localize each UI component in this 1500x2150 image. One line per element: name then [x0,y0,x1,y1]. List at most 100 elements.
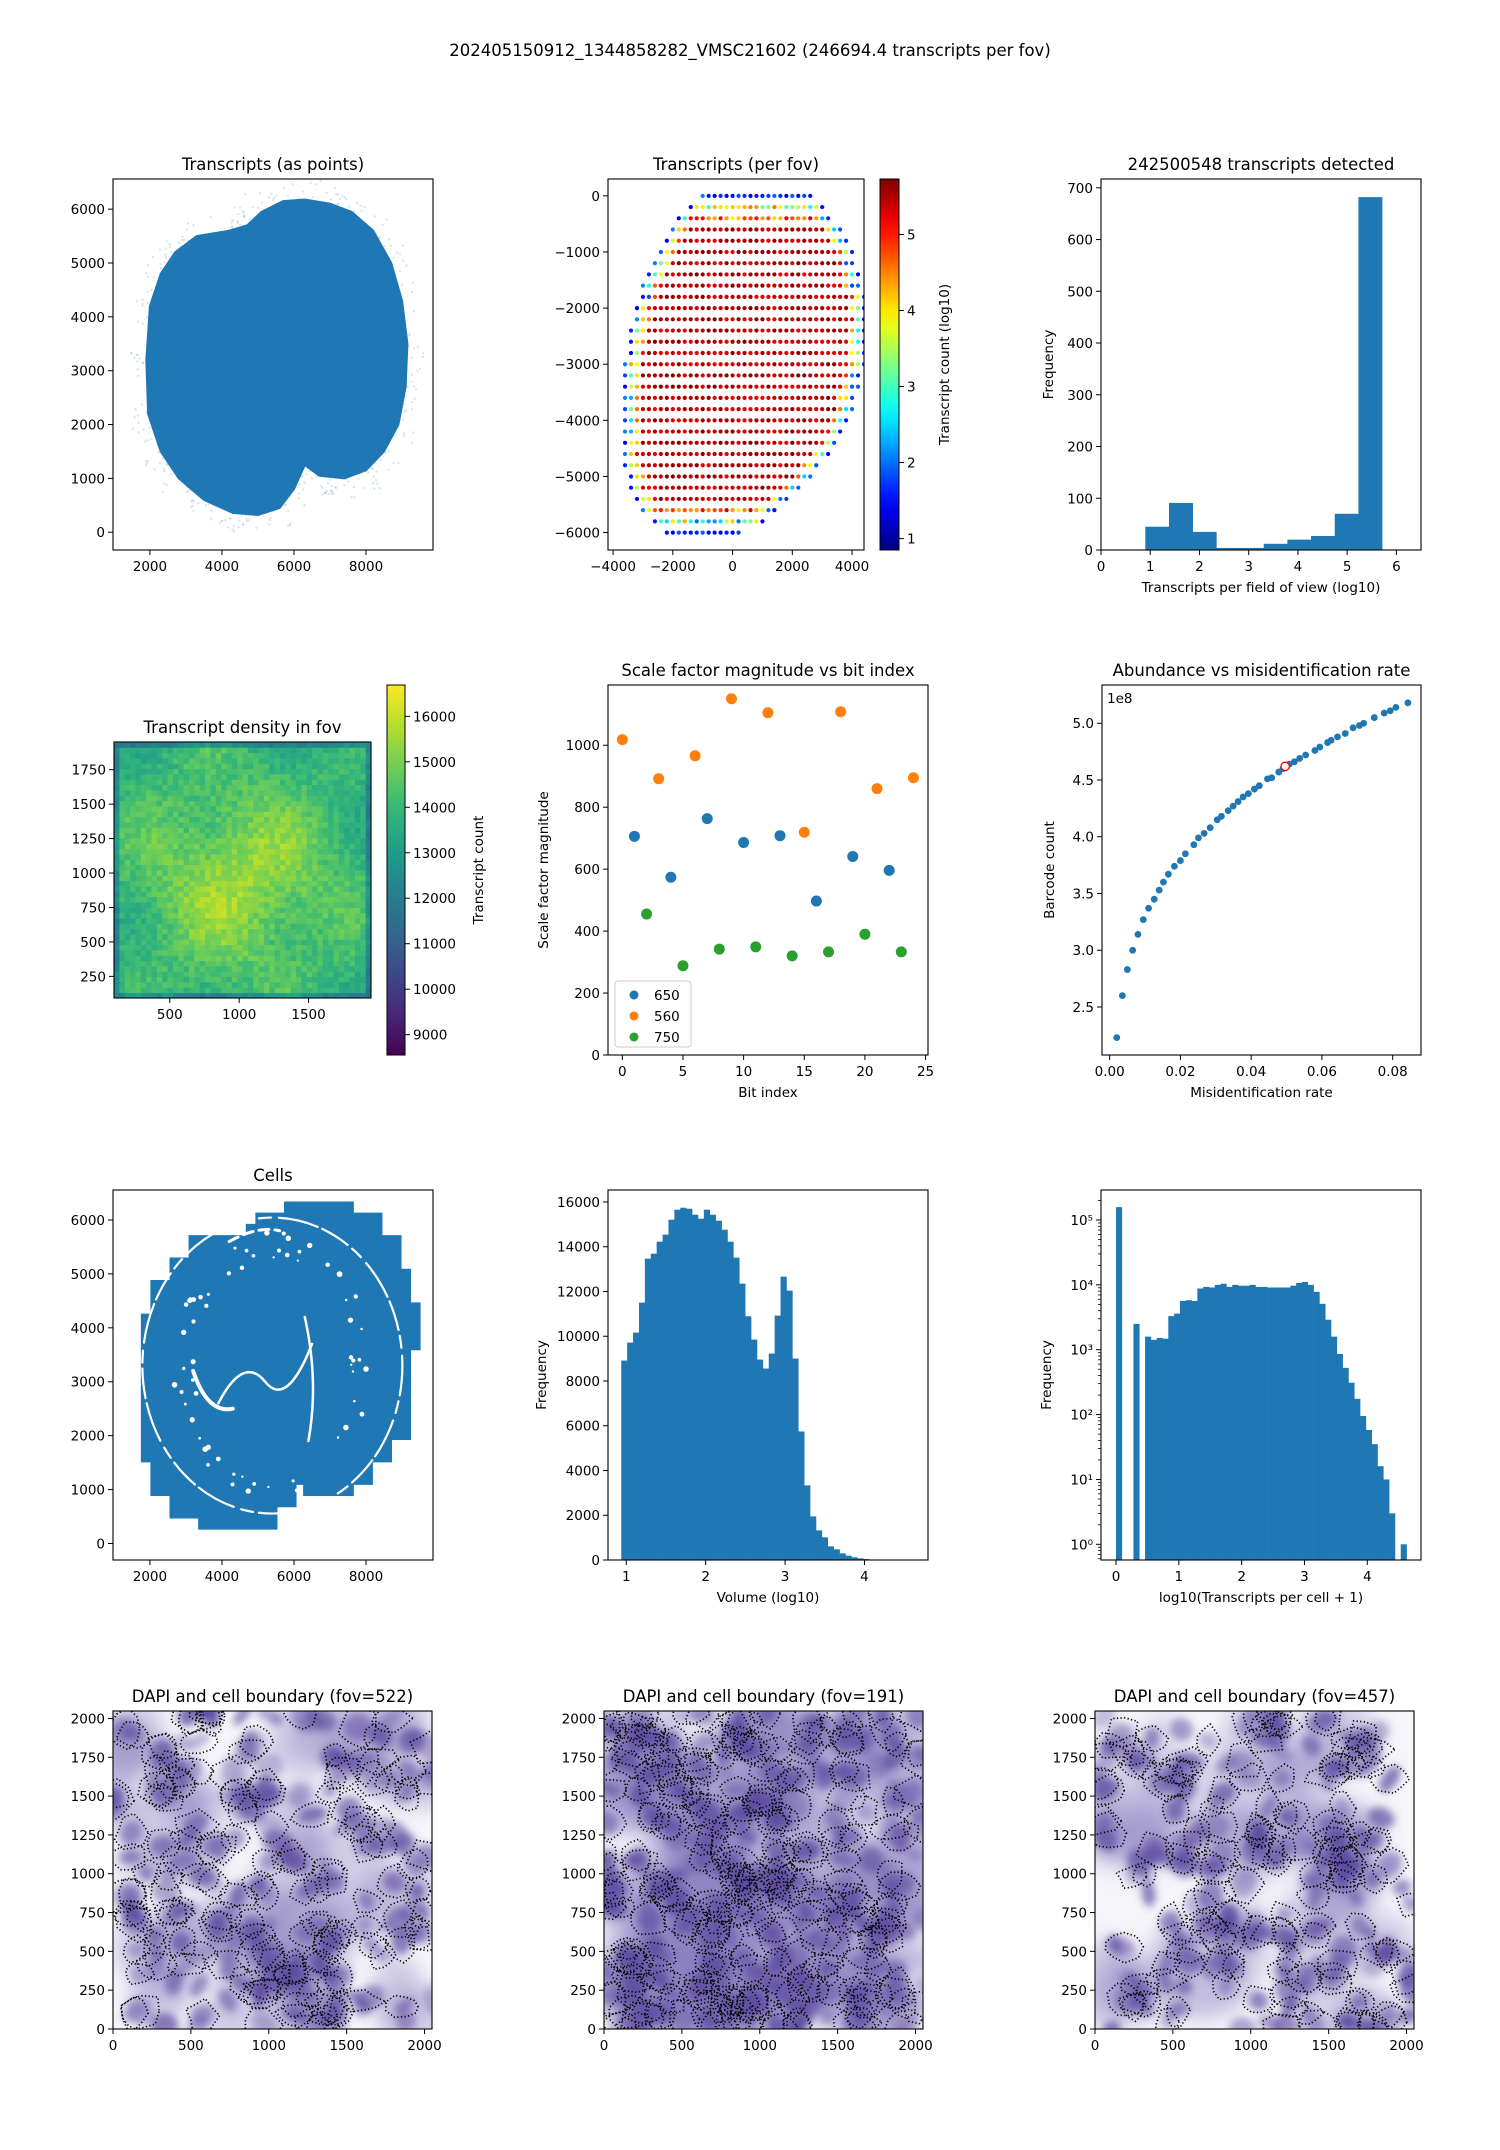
heatmap-cell [130,854,136,860]
heatmap-cell [130,891,136,898]
fov-point [814,407,819,412]
heatmap-cell [338,768,345,775]
fov-point [634,317,640,322]
heatmap-cell [328,870,334,876]
heatmap-cell [247,742,254,748]
heatmap-cell [172,982,179,988]
fov-point [742,283,747,288]
heatmap-cell [322,811,329,818]
heatmap-cell [274,742,281,748]
dapi-nucleus [382,1871,406,1893]
heatmap-cell [237,747,243,754]
heatmap-cell [360,886,367,892]
heatmap-cell [274,816,281,823]
heatmap-cell [194,822,201,828]
heatmap-cell [188,934,195,940]
y-tick-label: 1250 [72,832,106,848]
transcript-point [146,290,149,293]
heatmap-cell [156,992,163,998]
heatmap-cell [231,944,238,951]
heatmap-cell [253,779,259,786]
fov-point [754,328,759,333]
heatmap-cell [285,768,292,775]
plot-area [616,693,919,972]
heatmap-cell [119,779,126,786]
fov-point [742,384,747,389]
cell-boundary [242,1979,279,2010]
fov-point [838,362,843,367]
heatmap-cell [119,800,126,807]
transcript-point [209,216,212,219]
fov-point [742,249,747,255]
heatmap-cell [156,768,163,775]
fov-point [832,429,837,434]
heatmap-cell [274,779,281,786]
fov-point [832,440,837,445]
fov-point [766,496,771,502]
heatmap-cell [317,886,324,892]
y-tick-label: 2000 [71,1711,105,1727]
heatmap-cell [114,875,120,882]
heatmap-cell [247,784,254,791]
heatmap-cell [344,923,350,930]
fov-point [712,294,717,299]
heatmap-cell [151,747,158,754]
heatmap-cell [354,982,361,988]
heatmap-cell [290,838,297,844]
x-tick-label: 4 [860,1569,869,1585]
dapi-nucleus [258,1957,277,1975]
fov-point [760,227,765,232]
fov-point [849,261,855,266]
heatmap-cell [354,955,361,962]
heatmap-cell [119,806,126,812]
fov-point [730,305,735,311]
fov-point [754,272,759,277]
heatmap-cell [221,768,227,775]
fov-point [670,407,675,412]
transcript-point [411,281,415,284]
heatmap-cell [188,742,195,748]
heatmap-cell [338,976,345,983]
scatter-point-650 [883,864,895,876]
fov-point [802,193,807,198]
heatmap-cell [349,811,356,818]
transcript-point [134,408,137,411]
fov-point [718,227,723,232]
heatmap-cell [317,843,324,850]
heatmap-cell [322,907,329,914]
fov-point [682,328,687,333]
heatmap-cell [130,982,136,988]
cell-gap [307,1242,313,1249]
heatmap-cell [290,955,297,962]
transcript-point [243,216,246,219]
heatmap-cell [322,918,329,924]
fov-point [832,350,837,356]
y-tick-label: 1000 [71,1867,105,1883]
transcript-point [315,183,318,186]
heatmap-cell [301,870,308,876]
fov-point [778,429,783,434]
heatmap-cell [221,854,227,860]
fov-point [682,249,687,255]
heatmap-cell [312,971,318,978]
heatmap-cell [140,902,147,908]
heatmap-cell [119,923,126,930]
fov-point [784,373,789,378]
heatmap-cell [274,982,281,988]
heatmap-cell [365,774,371,780]
heatmap-cell [199,955,206,962]
heatmap-cell [178,811,185,818]
transcript-point [291,182,294,186]
heatmap-cell [328,918,334,924]
transcript-point [163,467,166,471]
heatmap-cell [215,864,222,871]
fov-point [742,305,747,311]
fov-point [724,407,729,412]
fov-point [652,407,657,412]
fov-point [784,249,789,255]
heatmap-cell [140,768,147,775]
fov-point [736,317,741,322]
heatmap-cell [124,950,131,956]
fov-point [843,317,849,322]
heatmap-cell [237,939,243,946]
